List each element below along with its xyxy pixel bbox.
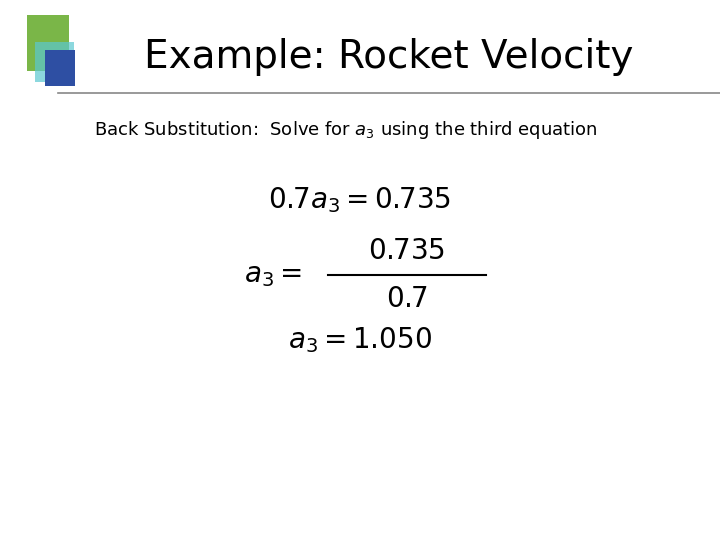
Text: $a_3 = 1.050$: $a_3 = 1.050$ [288, 325, 432, 355]
Text: $0.7a_3 = 0.735$: $0.7a_3 = 0.735$ [269, 185, 451, 215]
Text: $a_3 =$: $a_3 =$ [245, 262, 302, 289]
Text: Back Substitution:  Solve for $a_3$ using the third equation: Back Substitution: Solve for $a_3$ using… [94, 119, 598, 140]
Text: Example: Rocket Velocity: Example: Rocket Velocity [144, 38, 634, 76]
Text: $0.7$: $0.7$ [386, 286, 428, 313]
Text: $0.735$: $0.735$ [369, 238, 445, 265]
